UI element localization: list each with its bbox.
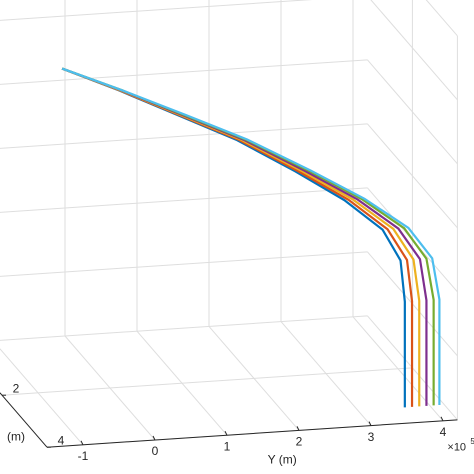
y-exponent: ×10 xyxy=(447,442,466,454)
y-tick-label: 3 xyxy=(368,430,375,444)
tick-mark xyxy=(224,430,228,436)
x-tick-label: 4 xyxy=(58,433,65,447)
tick-mark xyxy=(296,426,300,431)
axis-line xyxy=(46,419,458,448)
y-tick-label: 1 xyxy=(224,439,231,453)
tick-mark xyxy=(440,416,444,422)
trajectory xyxy=(61,67,414,407)
grid-line xyxy=(370,0,458,101)
grid-line xyxy=(0,123,368,149)
y-tick-label: -1 xyxy=(78,449,89,463)
grid-line xyxy=(0,251,368,277)
grid-line xyxy=(0,315,368,341)
y-tick-label: 0 xyxy=(152,444,159,458)
tick-mark xyxy=(80,440,84,446)
tick-mark xyxy=(152,435,156,441)
y-tick-label: 4 xyxy=(440,425,447,439)
grid-line xyxy=(0,59,368,85)
trajectory xyxy=(61,67,421,407)
x-tick-label: 2 xyxy=(13,381,20,395)
grid-line xyxy=(1,367,413,396)
y-exponent-power: 5 xyxy=(470,437,474,446)
grid-line xyxy=(0,187,368,213)
grid-line xyxy=(367,59,458,165)
y-tick-label: 2 xyxy=(296,435,303,449)
grid-line xyxy=(0,0,313,21)
grid-line xyxy=(425,0,458,37)
y-axis-label: Y (m) xyxy=(268,453,297,467)
trajectory xyxy=(61,67,441,406)
tick-mark xyxy=(368,421,372,426)
trajectory xyxy=(61,67,428,406)
grid-line xyxy=(367,123,458,229)
x-axis-label: (m) xyxy=(7,429,25,443)
trajectory xyxy=(61,67,435,406)
